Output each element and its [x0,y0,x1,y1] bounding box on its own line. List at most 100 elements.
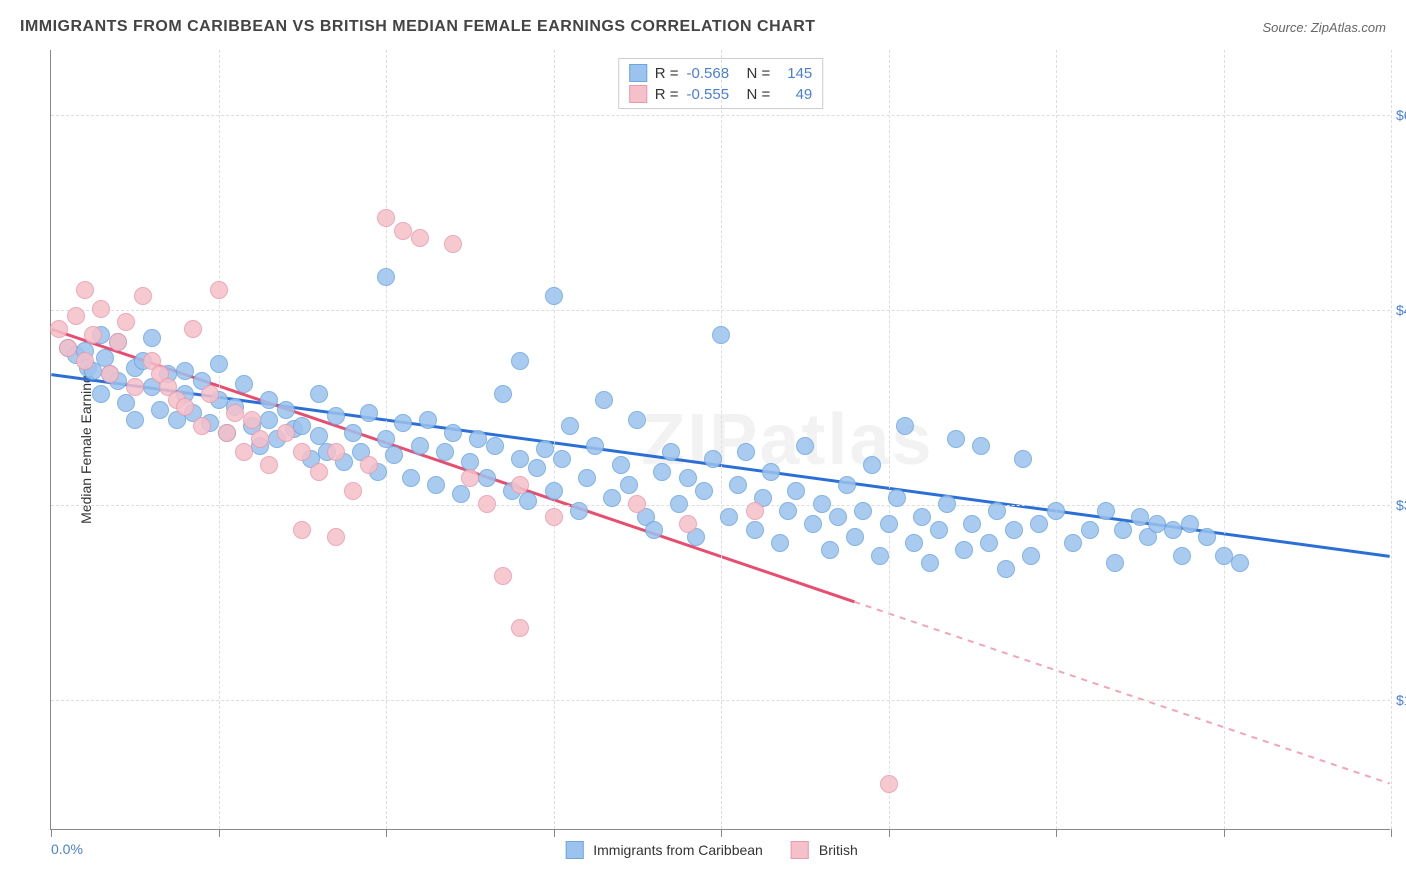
scatter-point-caribbean [854,502,872,520]
scatter-point-caribbean [896,417,914,435]
x-tick-mark [386,829,387,837]
scatter-point-british [545,508,563,526]
scatter-point-british [226,404,244,422]
scatter-point-caribbean [176,362,194,380]
scatter-point-caribbean [427,476,445,494]
scatter-point-british [310,463,328,481]
scatter-point-caribbean [921,554,939,572]
gridline-vertical [889,50,890,829]
scatter-point-caribbean [411,437,429,455]
source-label: Source: [1262,20,1310,35]
scatter-point-caribbean [143,329,161,347]
scatter-point-caribbean [645,521,663,539]
scatter-point-british [394,222,412,240]
scatter-point-british [243,411,261,429]
scatter-point-caribbean [344,424,362,442]
scatter-point-caribbean [444,424,462,442]
title-bar: IMMIGRANTS FROM CARIBBEAN VS BRITISH MED… [20,18,1386,36]
x-tick-mark [721,829,722,837]
scatter-point-british [76,352,94,370]
scatter-point-british [293,443,311,461]
scatter-point-caribbean [905,534,923,552]
scatter-point-caribbean [821,541,839,559]
scatter-point-caribbean [1231,554,1249,572]
scatter-point-caribbean [210,355,228,373]
scatter-point-caribbean [729,476,747,494]
scatter-point-caribbean [235,375,253,393]
scatter-point-caribbean [612,456,630,474]
x-tick-mark [219,829,220,837]
scatter-point-british [377,209,395,227]
scatter-point-caribbean [1198,528,1216,546]
scatter-point-british [293,521,311,539]
y-tick-label: $45,000 [1396,302,1406,318]
y-tick-label: $15,000 [1396,692,1406,708]
scatter-point-caribbean [829,508,847,526]
scatter-point-caribbean [1014,450,1032,468]
scatter-point-caribbean [888,489,906,507]
x-axis-min-label: 0.0% [51,841,83,857]
scatter-point-caribbean [712,326,730,344]
gridline-vertical [219,50,220,829]
scatter-point-caribbean [528,459,546,477]
scatter-point-caribbean [863,456,881,474]
scatter-point-caribbean [972,437,990,455]
series-legend: Immigrants from Caribbean British [565,841,876,859]
scatter-point-caribbean [419,411,437,429]
scatter-point-caribbean [511,450,529,468]
scatter-point-british [411,229,429,247]
scatter-point-british [76,281,94,299]
scatter-point-caribbean [804,515,822,533]
scatter-point-caribbean [779,502,797,520]
scatter-point-caribbean [385,446,403,464]
scatter-point-caribbean [1181,515,1199,533]
scatter-point-caribbean [720,508,738,526]
scatter-point-british [444,235,462,253]
scatter-point-caribbean [117,394,135,412]
scatter-point-caribbean [1030,515,1048,533]
scatter-point-caribbean [662,443,680,461]
scatter-point-caribbean [955,541,973,559]
scatter-point-caribbean [938,495,956,513]
scatter-point-caribbean [1106,554,1124,572]
scatter-point-british [59,339,77,357]
scatter-point-caribbean [277,401,295,419]
scatter-point-british [126,378,144,396]
x-tick-mark [1391,829,1392,837]
scatter-point-caribbean [486,437,504,455]
scatter-point-caribbean [1148,515,1166,533]
gridline-vertical [554,50,555,829]
scatter-point-british [461,469,479,487]
scatter-point-caribbean [293,417,311,435]
scatter-point-caribbean [913,508,931,526]
scatter-point-british [746,502,764,520]
scatter-point-caribbean [787,482,805,500]
gridline-vertical [721,50,722,829]
scatter-point-british [344,482,362,500]
scatter-point-british [92,300,110,318]
scatter-point-caribbean [151,401,169,419]
gridline-vertical [1056,50,1057,829]
scatter-point-british [251,430,269,448]
scatter-point-caribbean [628,411,646,429]
x-tick-mark [51,829,52,837]
scatter-point-caribbean [469,430,487,448]
scatter-point-caribbean [1064,534,1082,552]
legend-label-caribbean: Immigrants from Caribbean [593,842,763,858]
y-tick-label: $30,000 [1396,497,1406,513]
scatter-point-caribbean [1047,502,1065,520]
scatter-point-caribbean [377,268,395,286]
scatter-point-british [327,443,345,461]
scatter-point-caribbean [796,437,814,455]
scatter-point-british [50,320,68,338]
legend-label-british: British [819,842,858,858]
scatter-point-caribbean [478,469,496,487]
scatter-point-caribbean [653,463,671,481]
y-tick-label: $60,000 [1396,107,1406,123]
scatter-point-caribbean [704,450,722,468]
x-tick-mark [1056,829,1057,837]
scatter-point-caribbean [963,515,981,533]
scatter-point-british [109,333,127,351]
scatter-point-british [67,307,85,325]
scatter-point-british [511,476,529,494]
